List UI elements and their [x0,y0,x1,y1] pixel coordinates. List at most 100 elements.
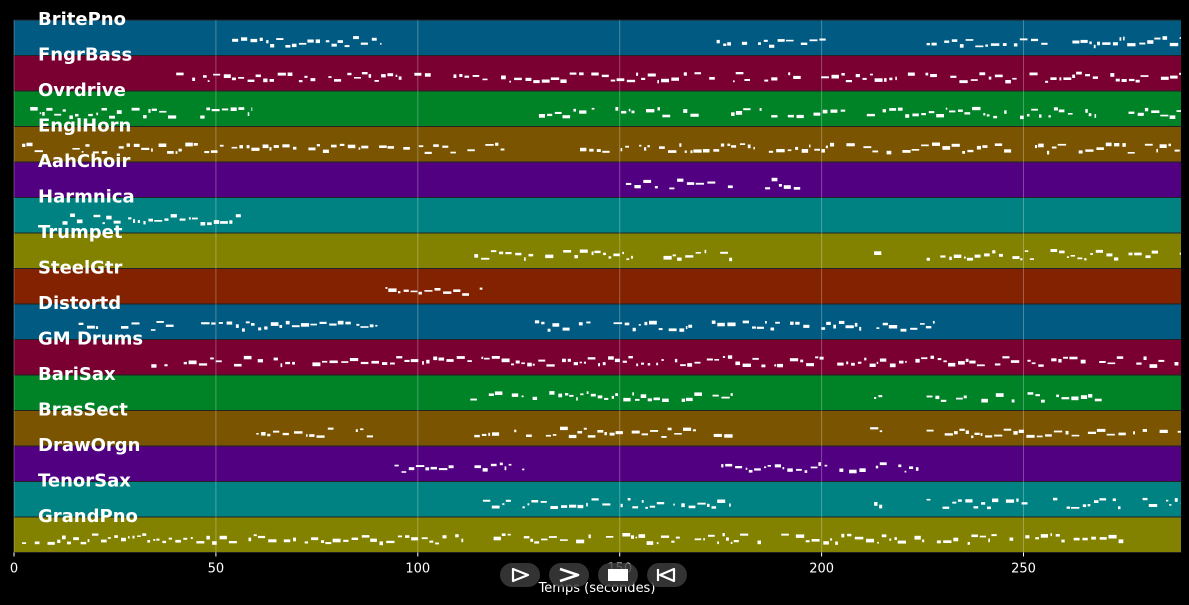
note-mark [659,146,665,149]
note-mark [979,72,986,76]
note-mark [787,468,793,472]
note-mark [851,362,855,366]
note-mark [133,219,136,223]
note-mark [1105,142,1112,147]
note-mark [831,74,839,79]
note-mark [769,44,775,48]
play-button[interactable] [500,563,540,587]
x-tick-label: 0 [10,562,18,577]
note-mark [971,435,974,439]
note-mark [985,44,988,47]
note-mark [455,534,459,538]
note-mark [793,187,801,190]
note-mark [879,430,883,433]
note-mark [137,535,141,537]
note-mark [1166,499,1169,502]
note-mark [1012,256,1020,259]
note-mark [151,108,157,111]
note-mark [385,287,388,289]
track-label: Trumpet [38,222,123,243]
track-label: BariSax [38,364,116,385]
note-mark [959,80,968,84]
note-mark [943,540,952,543]
note-mark [371,360,379,364]
note-mark [881,534,887,538]
note-mark [269,79,274,82]
note-mark [474,465,481,469]
note-mark [813,112,821,116]
note-mark [579,110,587,114]
note-mark [731,145,737,148]
note-mark [1082,537,1088,541]
track-band [14,410,1181,446]
note-mark [1127,152,1135,154]
note-mark [729,257,733,262]
note-mark [1047,150,1050,155]
stop-button[interactable] [598,563,638,587]
note-mark [725,463,733,467]
note-mark [22,143,26,147]
note-mark [515,252,522,256]
note-mark [404,359,410,362]
note-mark [991,534,997,537]
note-mark [882,109,886,113]
note-mark [1011,399,1015,403]
note-mark [675,536,680,539]
track-notes [482,497,1181,510]
note-mark [964,112,971,115]
note-mark [258,327,262,331]
note-mark [453,74,457,78]
note-mark [70,213,75,217]
note-mark [730,541,733,544]
note-mark [668,328,677,332]
note-mark [1031,38,1039,42]
note-mark [325,40,330,43]
note-mark [193,143,198,146]
note-mark [248,537,252,542]
note-mark [495,142,499,146]
note-mark [577,504,584,509]
note-mark [569,504,577,508]
note-mark [744,79,750,81]
rewind-button[interactable] [647,563,687,587]
note-mark [438,468,448,471]
note-mark [251,323,255,326]
track-notes [625,177,801,190]
note-mark [531,500,539,503]
note-mark [879,358,887,362]
note-mark [231,77,236,81]
note-mark [270,322,279,326]
note-mark [143,115,147,119]
note-mark [643,179,652,183]
note-mark [408,467,415,471]
note-mark [660,535,670,538]
note-mark [788,72,791,76]
note-mark [591,107,595,110]
note-mark [776,149,785,153]
note-mark [159,110,167,113]
note-mark [863,146,872,149]
note-mark [374,80,379,82]
note-mark [282,144,290,148]
note-mark [579,72,584,76]
note-mark [1159,144,1167,148]
note-mark [1027,359,1031,362]
note-mark [636,72,639,76]
note-mark [158,143,167,147]
note-mark [801,149,809,153]
stop-icon [608,569,628,581]
note-mark [789,358,799,362]
note-mark [854,536,864,540]
note-mark [545,434,551,437]
note-mark [894,537,897,540]
note-mark [259,37,263,41]
note-mark [226,321,233,325]
note-mark [869,363,876,367]
note-mark [800,359,804,363]
note-mark [926,395,933,398]
note-mark [987,506,991,510]
note-mark [897,540,906,544]
note-mark [756,326,764,329]
fast-forward-button[interactable] [549,563,589,587]
note-mark [73,537,79,541]
